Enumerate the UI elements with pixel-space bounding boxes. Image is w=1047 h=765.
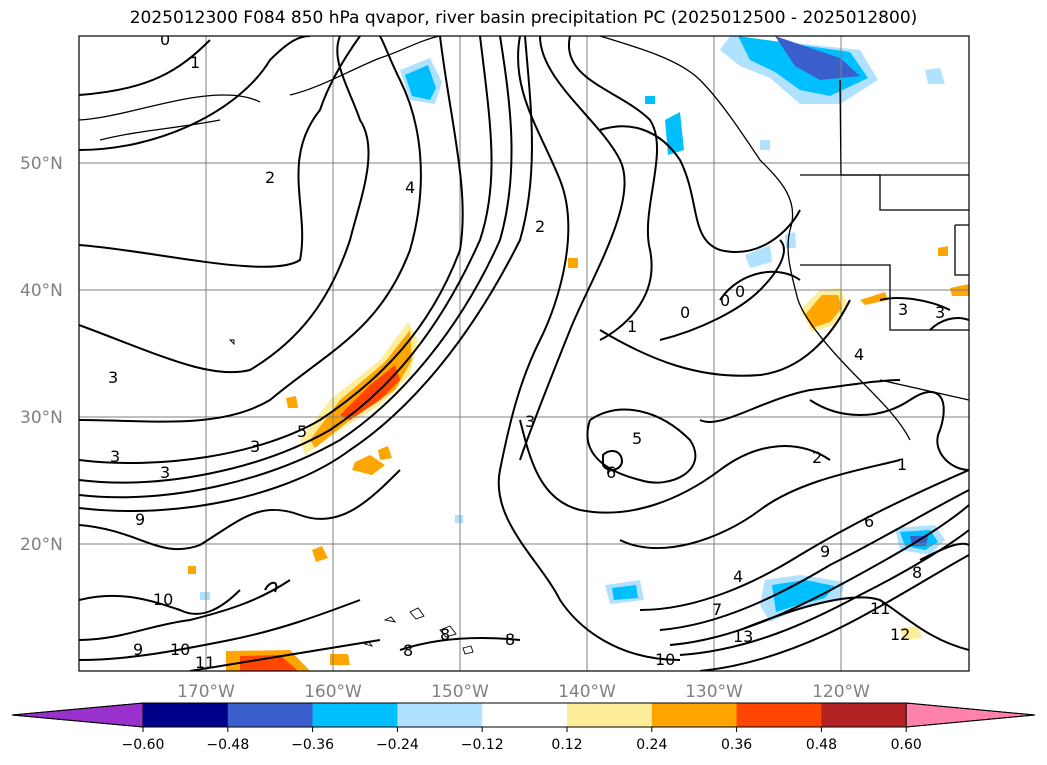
contour-label: 3 (898, 300, 908, 319)
colorbar: −0.60 −0.48 −0.36 −0.24 −0.12 0.12 0.24 0.36 0.4… (11, 702, 1036, 753)
contour-label: 4 (854, 345, 864, 364)
contour-label: 10 (153, 590, 173, 609)
colorbar-tick-label: 0.24 (636, 737, 667, 753)
precip-positive-shading (188, 246, 969, 671)
contour-label: 9 (135, 510, 145, 529)
contour-label: 2 (812, 448, 822, 467)
contour-labels: 0 1 2 4 3 3 3 3 2 3 5 9 10 9 10 11 8 8 8… (108, 30, 945, 672)
contour-label: 8 (440, 625, 450, 644)
lat-labels: 50°N 40°N 30°N 20°N (20, 154, 63, 555)
contour-label: 9 (133, 640, 143, 659)
colorbar-segment (482, 703, 568, 727)
contour-label: 1 (627, 317, 637, 336)
lon-label: 170°W (177, 682, 235, 702)
contour-label: 13 (733, 627, 753, 646)
islands (228, 339, 474, 655)
contour-label: 5 (297, 422, 307, 441)
contour-label: 9 (820, 542, 830, 561)
qvapor-contours (79, 36, 969, 671)
contour-label: 1 (190, 53, 200, 72)
colorbar-segment (821, 703, 907, 727)
colorbar-segment (227, 703, 314, 727)
colorbar-tick-label: −0.48 (206, 737, 249, 753)
colorbar-tick-label: 0.36 (721, 737, 752, 753)
contour-label: 3 (525, 412, 535, 431)
contour-label: 3 (108, 368, 118, 387)
lon-label: 140°W (558, 682, 616, 702)
contour-label: 1 (897, 455, 907, 474)
colorbar-tick-label: −0.36 (291, 737, 334, 753)
contour-label: 4 (405, 178, 415, 197)
contour-label: 8 (505, 630, 515, 649)
colorbar-segment (567, 703, 653, 727)
colorbar-tick-label: −0.12 (461, 737, 504, 753)
contour-label: 12 (890, 625, 910, 644)
lon-label: 150°W (431, 682, 489, 702)
contour-label: 10 (170, 640, 190, 659)
contour-label: 7 (712, 600, 722, 619)
lat-label: 50°N (20, 154, 63, 174)
contour-label: 5 (632, 429, 642, 448)
contour-label: 8 (403, 641, 413, 660)
map-area (79, 36, 969, 671)
colorbar-segment (736, 703, 822, 727)
contour-label: 3 (110, 447, 120, 466)
colorbar-tick-label: 0.48 (806, 737, 837, 753)
contour-label: 6 (864, 512, 874, 531)
lat-label: 40°N (20, 281, 63, 301)
colorbar-over-extension (905, 702, 1036, 728)
lat-label: 30°N (20, 408, 63, 428)
lon-label: 130°W (685, 682, 743, 702)
contour-label: 4 (733, 567, 743, 586)
colorbar-segment (651, 703, 738, 727)
lon-label: 120°W (812, 682, 870, 702)
contour-label: 2 (265, 168, 275, 187)
colorbar-tick-label: −0.60 (122, 737, 165, 753)
chart-title: 2025012300 F084 850 hPa qvapor, river ba… (129, 8, 918, 28)
contour-label: 0 (160, 30, 170, 49)
colorbar-under-extension (11, 702, 144, 728)
contour-label: 3 (935, 303, 945, 322)
colorbar-segment (143, 703, 229, 727)
contour-label: 2 (535, 217, 545, 236)
contour-label: 11 (870, 599, 890, 618)
colorbar-segment (312, 703, 398, 727)
lon-label: 160°W (304, 682, 362, 702)
colorbar-tick-label: −0.24 (376, 737, 419, 753)
contour-label: 3 (160, 463, 170, 482)
colorbar-tick-label: 0.12 (551, 737, 582, 753)
lat-label: 20°N (20, 535, 63, 555)
map-border (78, 35, 970, 672)
colorbar-tick-label: 0.60 (891, 737, 922, 753)
contour-label: 3 (250, 437, 260, 456)
contour-label: 6 (606, 463, 616, 482)
lon-labels: 170°W 160°W 150°W 140°W 130°W 120°W (177, 682, 870, 702)
contour-label: 0 (735, 282, 745, 301)
contour-label: 10 (655, 650, 675, 669)
contour-label: 11 (195, 653, 215, 672)
colorbar-segment (397, 703, 483, 727)
coastlines (79, 36, 969, 441)
contour-label: 0 (720, 291, 730, 310)
contour-label: 8 (912, 563, 922, 582)
contour-label: 0 (680, 303, 690, 322)
